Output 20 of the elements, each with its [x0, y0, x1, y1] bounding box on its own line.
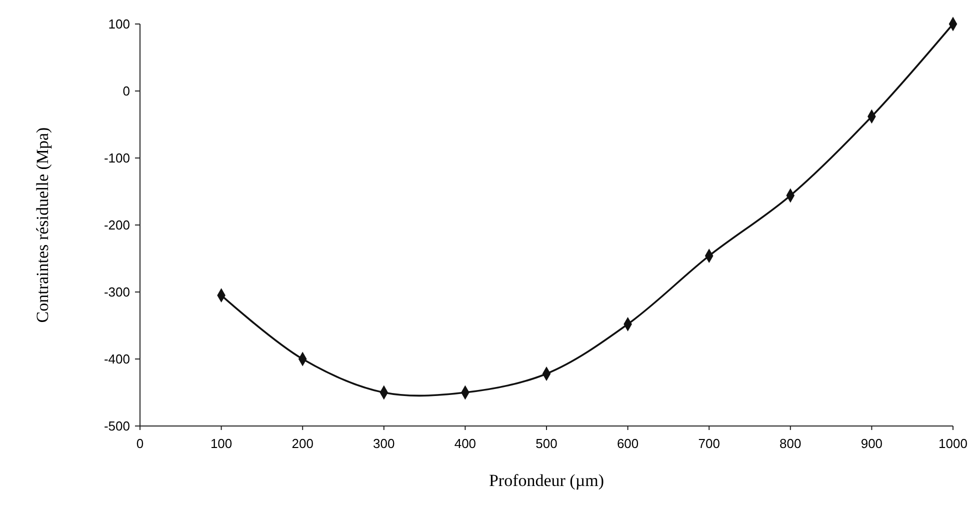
x-tick-label: 700: [698, 436, 720, 451]
x-tick-label: 100: [210, 436, 232, 451]
x-tick-label: 500: [536, 436, 558, 451]
x-tick-label: 400: [454, 436, 476, 451]
y-tick-label: 100: [108, 16, 130, 32]
x-axis-title: Profondeur (µm): [488, 471, 604, 490]
x-tick-label: 800: [780, 436, 802, 451]
x-tick-label: 200: [292, 436, 314, 451]
y-tick-label: -100: [104, 150, 130, 166]
y-tick-label: -400: [104, 352, 130, 367]
x-tick-label: 1000: [938, 436, 968, 451]
y-tick-label: -500: [104, 418, 130, 434]
y-axis-title: Contraintes résiduelle (Mpa): [33, 127, 52, 323]
y-tick-label: 0: [122, 84, 130, 99]
y-tick-label: -300: [104, 284, 130, 300]
x-tick-label: 0: [136, 436, 144, 451]
y-tick-label: -200: [104, 218, 130, 233]
x-tick-label: 900: [860, 436, 883, 451]
x-tick-label: 300: [373, 436, 395, 451]
x-tick-label: 600: [616, 436, 639, 451]
